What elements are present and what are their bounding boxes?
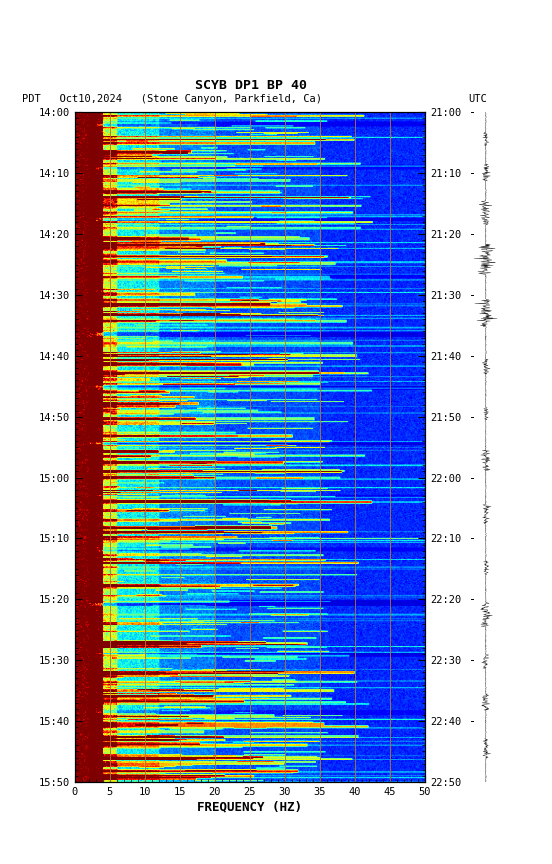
X-axis label: FREQUENCY (HZ): FREQUENCY (HZ) [197,801,302,814]
Text: PDT   Oct10,2024   (Stone Canyon, Parkfield, Ca): PDT Oct10,2024 (Stone Canyon, Parkfield,… [22,93,322,104]
Text: SCYB DP1 BP 40: SCYB DP1 BP 40 [195,79,307,92]
Text: UTC: UTC [468,93,487,104]
